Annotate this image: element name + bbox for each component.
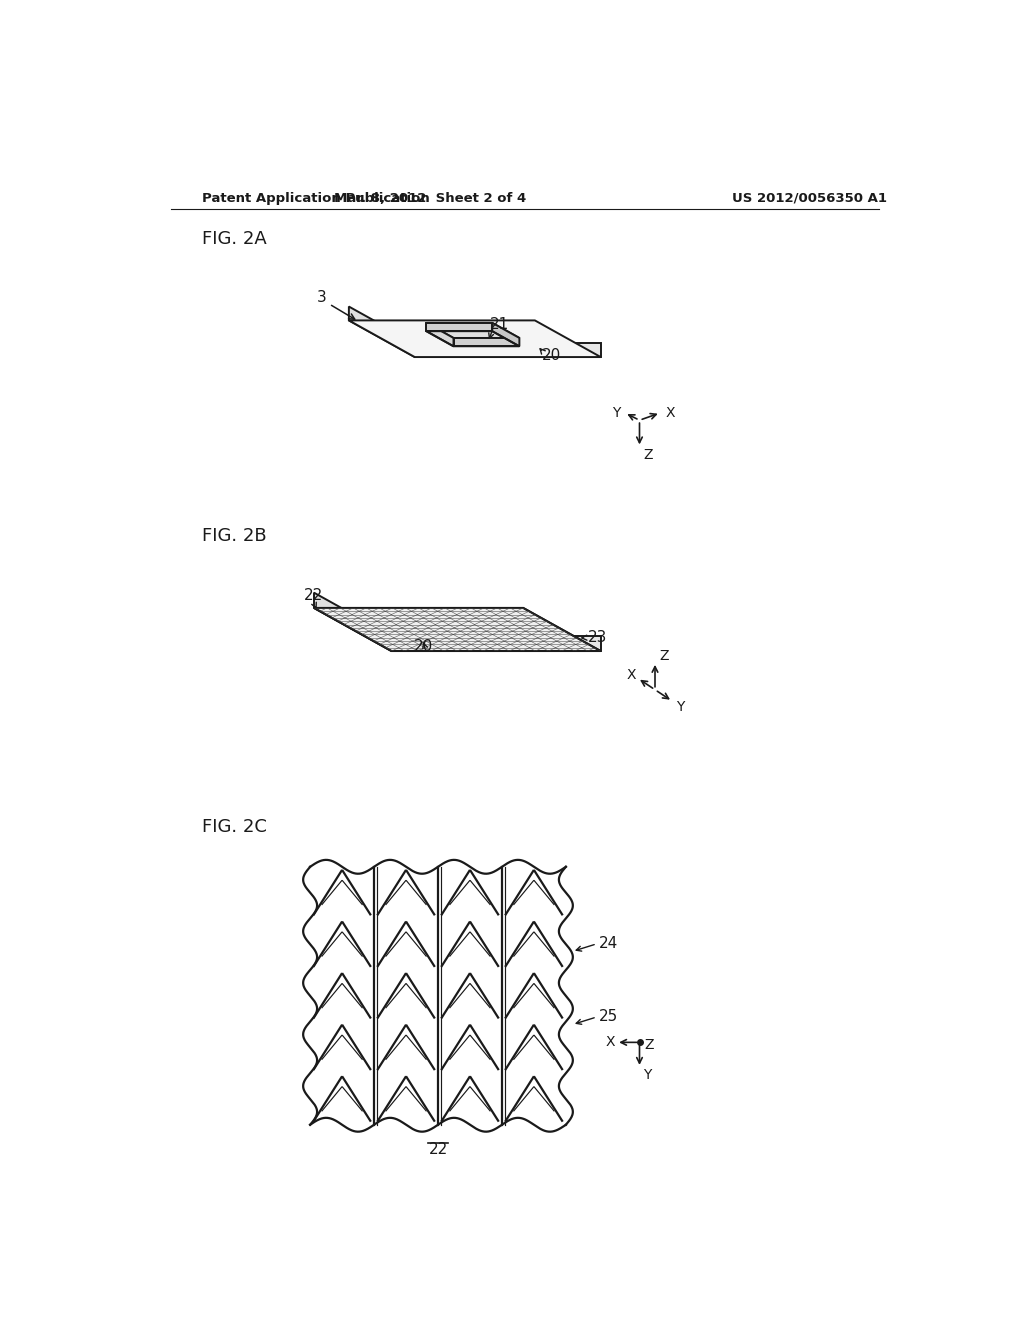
Text: Y: Y — [612, 405, 621, 420]
Text: X: X — [605, 1035, 614, 1049]
Text: 22: 22 — [428, 1142, 447, 1156]
Text: 24: 24 — [598, 936, 617, 952]
Polygon shape — [426, 323, 454, 346]
Text: Z: Z — [658, 649, 669, 663]
Text: X: X — [627, 668, 636, 682]
Text: 23: 23 — [588, 630, 607, 645]
Text: 22: 22 — [304, 587, 324, 603]
Polygon shape — [391, 636, 601, 651]
Polygon shape — [349, 321, 601, 358]
Text: 21: 21 — [490, 317, 510, 333]
Text: X: X — [666, 405, 675, 420]
Text: Z: Z — [643, 447, 653, 462]
Text: FIG. 2A: FIG. 2A — [202, 230, 266, 248]
Text: US 2012/0056350 A1: US 2012/0056350 A1 — [732, 191, 888, 205]
Polygon shape — [314, 609, 601, 651]
Text: 25: 25 — [598, 1010, 617, 1024]
Text: 20: 20 — [542, 348, 561, 363]
Text: FIG. 2B: FIG. 2B — [202, 527, 266, 545]
Text: 3: 3 — [316, 290, 327, 305]
Polygon shape — [454, 338, 519, 346]
Text: FIG. 2C: FIG. 2C — [202, 818, 266, 836]
Polygon shape — [349, 306, 415, 358]
Text: Y: Y — [643, 1068, 651, 1082]
Polygon shape — [426, 323, 519, 338]
Text: 20: 20 — [414, 639, 433, 655]
Bar — [310, 867, 566, 1125]
Text: Y: Y — [676, 701, 685, 714]
Polygon shape — [426, 323, 493, 331]
Polygon shape — [493, 323, 519, 346]
Text: Z: Z — [644, 1039, 653, 1052]
Text: Patent Application Publication: Patent Application Publication — [202, 191, 429, 205]
Polygon shape — [415, 343, 601, 358]
Text: Mar. 8, 2012  Sheet 2 of 4: Mar. 8, 2012 Sheet 2 of 4 — [334, 191, 526, 205]
Polygon shape — [314, 593, 391, 651]
